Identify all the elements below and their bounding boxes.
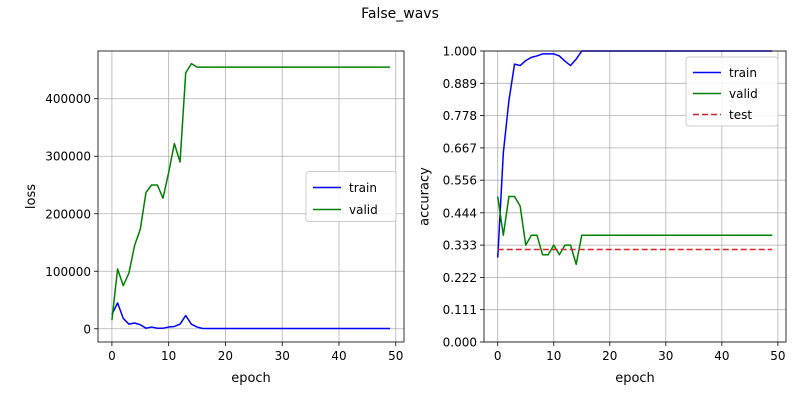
x-tick-label: 10 (161, 349, 176, 363)
x-tick-label: 50 (770, 349, 785, 363)
y-axis-label: loss (24, 184, 39, 209)
y-tick-label: 300000 (45, 150, 91, 164)
y-tick-label: 0.333 (443, 239, 477, 253)
series-line-valid (111, 62, 391, 321)
y-tick-label: 400000 (45, 92, 91, 106)
x-tick-label: 20 (218, 349, 233, 363)
y-tick-label: 0.889 (443, 77, 477, 91)
y-tick-label: 0.000 (443, 336, 477, 350)
y-axis-label: accuracy (418, 167, 433, 226)
x-tick-label: 20 (602, 349, 617, 363)
legend-label-valid: valid (349, 203, 378, 217)
legend-label-train: train (349, 181, 377, 195)
x-tick-label: 50 (388, 349, 403, 363)
x-tick-label: 0 (494, 349, 502, 363)
y-tick-label: 0.222 (443, 271, 477, 285)
axes-frame (483, 50, 787, 343)
x-tick-label: 0 (108, 349, 116, 363)
x-tick-label: 30 (658, 349, 673, 363)
y-tick-label: 100000 (45, 265, 91, 279)
x-tick-label: 10 (546, 349, 561, 363)
x-tick-label: 40 (331, 349, 346, 363)
y-tick-label: 0.667 (443, 141, 477, 155)
y-tick-label: 0.778 (443, 109, 477, 123)
legend-label-valid: valid (729, 87, 758, 101)
x-axis-label: epoch (231, 371, 271, 386)
legend-label-train: train (729, 66, 757, 80)
x-tick-label: 30 (275, 349, 290, 363)
y-tick-label: 0.556 (443, 174, 477, 188)
axes-frame (97, 50, 405, 343)
y-tick-label: 0.111 (443, 303, 477, 317)
figure-title: False_wavs (361, 6, 439, 22)
x-axis-label: epoch (615, 371, 655, 386)
legend-box (685, 56, 779, 127)
legend-label-test: test (729, 108, 752, 122)
y-tick-label: 0 (83, 322, 91, 336)
series-line-valid (496, 195, 773, 266)
series-line-train (111, 302, 391, 330)
x-tick-label: 40 (714, 349, 729, 363)
y-tick-label: 200000 (45, 207, 91, 221)
y-tick-label: 0.444 (443, 206, 477, 220)
y-tick-label: 1.000 (443, 45, 477, 59)
